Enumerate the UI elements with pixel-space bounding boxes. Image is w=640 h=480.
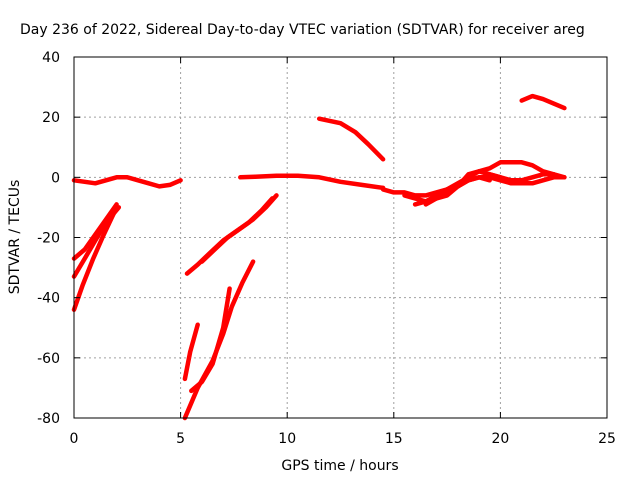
chart-title: Day 236 of 2022, Sidereal Day-to-day VTE… (20, 22, 585, 38)
x-tick-label: 20 (491, 431, 509, 447)
y-tick-label: 40 (42, 50, 60, 66)
series-line-arc-4 (71, 205, 119, 312)
series-line-arc-1 (71, 175, 183, 189)
x-tick-label: 5 (176, 431, 185, 447)
series-line-arc-11 (316, 116, 386, 162)
y-tick-label: 0 (51, 170, 60, 186)
series-layer (71, 93, 567, 421)
series-line-arc-17 (519, 93, 567, 111)
x-tick-label: 10 (278, 431, 296, 447)
series-line-arc-16 (476, 160, 567, 180)
series-line-arc-2 (71, 202, 119, 261)
series-line-arc-6 (199, 193, 279, 264)
series-line-arc-10 (238, 173, 386, 191)
y-axis-label: SDTVAR / TECUs (7, 180, 23, 295)
y-tick-label: -80 (37, 411, 60, 427)
x-tick-label: 25 (598, 431, 616, 447)
grid (74, 57, 607, 418)
x-tick-label: 15 (385, 431, 403, 447)
y-tick-label: -20 (37, 231, 60, 247)
x-axis-label: GPS time / hours (281, 458, 398, 474)
axis-ticks: 0 5 10 15 20 25 40 20 0 -20 -40 -60 -80 (37, 50, 616, 447)
series-line-arc-15 (423, 175, 492, 207)
series-line-arc-9 (189, 286, 232, 394)
series-line-arc-7 (182, 322, 200, 382)
y-tick-label: 20 (42, 110, 60, 126)
x-tick-label: 0 (70, 431, 79, 447)
y-tick-label: -60 (37, 351, 60, 367)
y-tick-label: -40 (37, 291, 60, 307)
